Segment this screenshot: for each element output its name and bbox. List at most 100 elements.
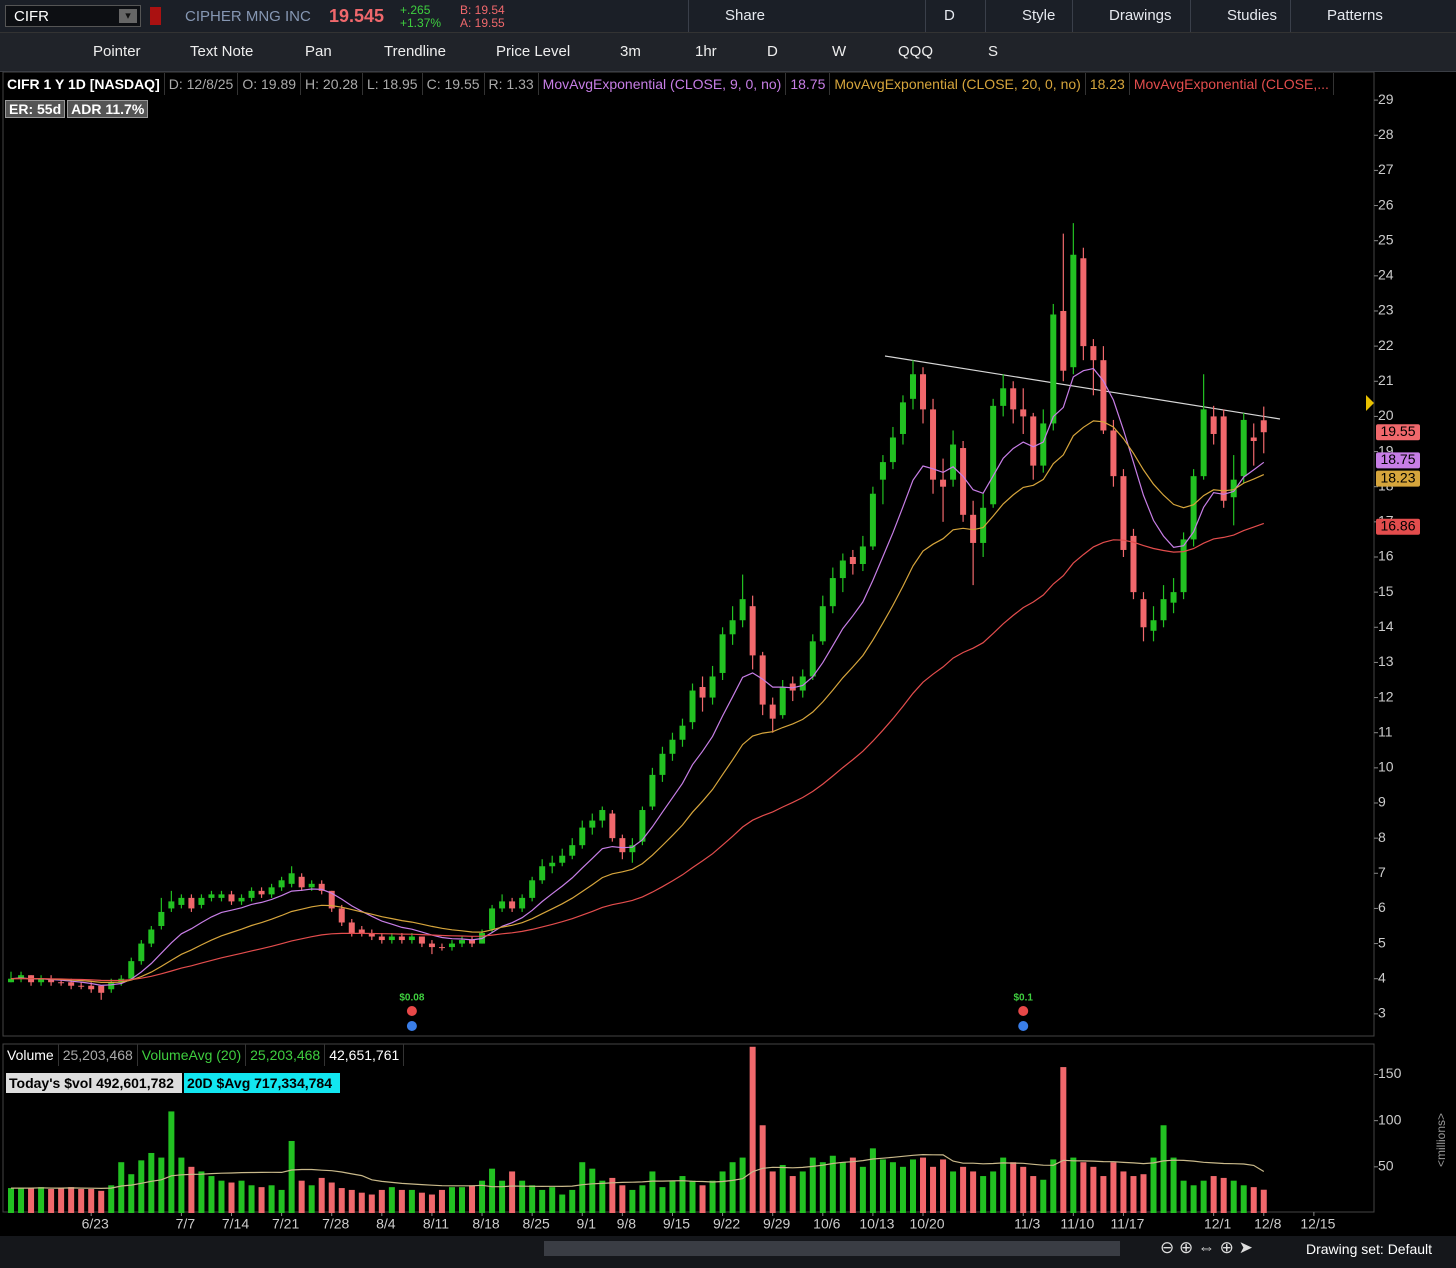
candle-body: [158, 911, 165, 926]
volume-bar: [1050, 1159, 1057, 1213]
candle-body: [68, 982, 75, 986]
volume-bar: [1170, 1157, 1177, 1213]
candle-body: [168, 901, 175, 909]
zoom-icons[interactable]: ⊖ ⊕ ⇔ ⊕ ➤: [1160, 1238, 1253, 1257]
tool-button[interactable]: Price Level: [496, 43, 571, 60]
tool-button[interactable]: Pointer: [93, 43, 141, 60]
y-tick-label: 15: [1378, 583, 1394, 599]
volume-bar: [739, 1157, 746, 1213]
chart-header: CIFR 1 Y 1D [NASDAQ] D: 12/8/25 O: 19.89 H:…: [3, 73, 1334, 95]
change-pct: +1.37%: [400, 16, 442, 30]
scrollbar[interactable]: [544, 1241, 1120, 1256]
candle-body: [459, 940, 466, 944]
candle-body: [1010, 388, 1017, 410]
toolbar-button[interactable]: Studies: [1190, 0, 1287, 32]
candle-body: [529, 880, 536, 898]
candle-body: [1230, 479, 1237, 498]
volume-avg-line: [11, 1153, 1265, 1190]
earnings-icon: [406, 1006, 417, 1016]
volume-bar: [729, 1162, 736, 1213]
x-tick-label: 8/4: [376, 1216, 396, 1232]
volume-bar: [1060, 1067, 1067, 1213]
symbol-box[interactable]: CIFR ▾: [5, 5, 141, 27]
chart-title: CIFR 1 Y 1D [NASDAQ]: [3, 73, 165, 95]
candle-body: [408, 936, 415, 941]
candle-body: [248, 890, 255, 898]
candle-body: [268, 887, 275, 895]
tool-button[interactable]: 3m: [620, 43, 641, 60]
dividend-label: $0.08: [399, 993, 424, 1004]
candle-body: [328, 890, 335, 909]
volume-bar: [38, 1187, 45, 1213]
y-tick-label: 26: [1378, 196, 1394, 212]
volume-bar: [318, 1177, 325, 1213]
tool-button[interactable]: QQQ: [898, 43, 934, 60]
volume-bar: [1100, 1176, 1107, 1213]
tool-button[interactable]: 1hr: [695, 43, 717, 60]
candle-body: [519, 897, 526, 909]
volume-bar: [779, 1164, 786, 1213]
candle-body: [609, 813, 616, 839]
volume-y-tick-label: 150: [1378, 1065, 1402, 1081]
tool-button[interactable]: S: [988, 43, 999, 60]
candle-body: [739, 599, 746, 621]
candle-body: [659, 753, 666, 775]
y-tick-label: 16: [1378, 548, 1394, 564]
volume-bar: [920, 1157, 927, 1213]
ohlc-info: D: 12/8/25: [165, 73, 239, 95]
toolbar-button[interactable]: D: [925, 0, 965, 32]
tool-button[interactable]: D: [767, 43, 778, 60]
candle-body: [469, 940, 476, 944]
study-name: MovAvgExponential (CLOSE,...: [1130, 73, 1334, 95]
volume-bar: [479, 1180, 486, 1213]
volume-bar: [879, 1159, 886, 1213]
tool-button[interactable]: Text Note: [190, 43, 254, 60]
volume-bar: [629, 1189, 636, 1213]
candle-body: [1090, 346, 1097, 361]
y-tick-label: 23: [1378, 302, 1394, 318]
y-tick-label: 8: [1378, 829, 1386, 845]
study-name: MovAvgExponential (CLOSE, 20, 0, no): [830, 73, 1086, 95]
x-tick-label: 10/6: [813, 1216, 840, 1232]
volume-bar: [839, 1162, 846, 1213]
volume-info: VolumeAvg (20): [138, 1044, 247, 1066]
candle-body: [869, 493, 876, 547]
candle-body: [358, 929, 365, 934]
dropdown[interactable]: ▾: [119, 9, 137, 23]
toolbar-button[interactable]: Drawings: [1072, 0, 1182, 32]
tool-button[interactable]: Trendline: [384, 43, 446, 60]
candle-body: [559, 855, 566, 863]
y-tick-label: 9: [1378, 794, 1386, 810]
candle-body: [950, 444, 957, 480]
tool-button[interactable]: Pan: [305, 43, 332, 60]
volume-bar: [358, 1192, 365, 1213]
last-price-label: 19.55: [1380, 423, 1415, 439]
toolbar-button[interactable]: Share: [688, 0, 775, 32]
tool-button[interactable]: W: [832, 43, 847, 60]
y-tick-label: 28: [1378, 126, 1394, 142]
candle-body: [1140, 599, 1147, 628]
candle-body: [428, 943, 435, 948]
volume-bar: [960, 1166, 967, 1213]
candle-body: [218, 894, 225, 898]
volume-info: 25,203,468: [246, 1044, 326, 1066]
toolbar-button[interactable]: Style: [985, 0, 1065, 32]
candle-body: [970, 514, 977, 543]
toolbar-button[interactable]: Patterns: [1290, 0, 1393, 32]
volume-bar: [909, 1159, 916, 1213]
volume-bar: [849, 1157, 856, 1213]
alert-marker: [1366, 395, 1374, 411]
link-icon[interactable]: [150, 7, 161, 25]
volume-bar: [609, 1177, 616, 1213]
volume-bar: [178, 1157, 185, 1213]
y-tick-label: 25: [1378, 231, 1394, 247]
x-tick-label: 8/18: [472, 1216, 499, 1232]
volume-bar: [1000, 1157, 1007, 1213]
volume-bar: [138, 1160, 145, 1213]
x-tick-label: 9/29: [763, 1216, 790, 1232]
y-tick-label: 4: [1378, 969, 1386, 985]
volume-bar: [699, 1185, 706, 1213]
x-tick-label: 6/23: [82, 1216, 109, 1232]
dividend-label: $0.1: [1013, 993, 1033, 1004]
volume-bar: [659, 1187, 666, 1213]
